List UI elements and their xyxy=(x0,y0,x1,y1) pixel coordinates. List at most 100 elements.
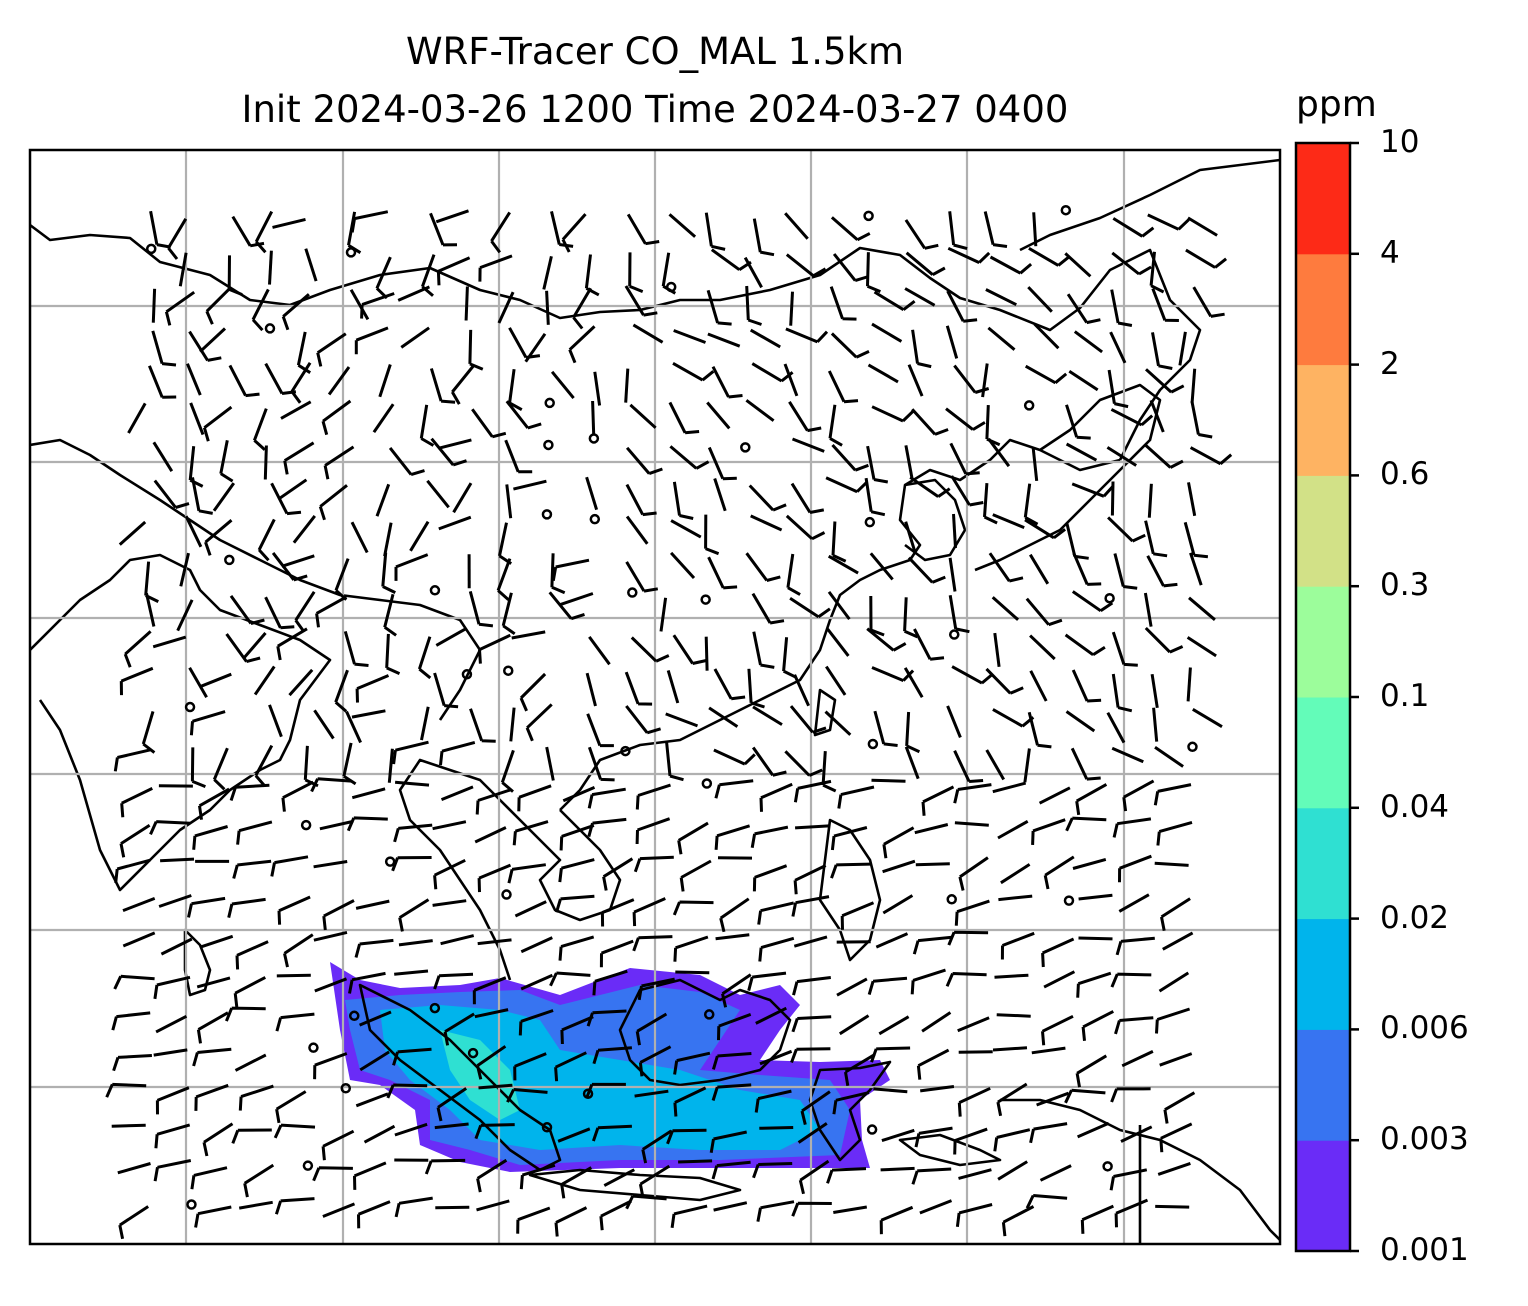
wind-barb xyxy=(472,976,507,1005)
wind-barb xyxy=(490,211,511,254)
wind-barb xyxy=(947,930,989,946)
wind-barb xyxy=(1024,364,1068,385)
wind-barb xyxy=(784,750,823,777)
wind-barb xyxy=(752,1162,793,1179)
wind-barb xyxy=(550,553,566,595)
wind-barb xyxy=(588,636,611,666)
wind-barb xyxy=(672,634,707,665)
wind-barb xyxy=(118,1205,150,1240)
wind-barb xyxy=(387,748,394,783)
wind-barb xyxy=(628,252,644,293)
wind-barb xyxy=(327,366,351,396)
wind-barb xyxy=(921,1011,952,1033)
wind-barb xyxy=(912,935,953,955)
wind-barb xyxy=(383,522,393,557)
wind-barb xyxy=(385,633,401,675)
wind-barb xyxy=(268,250,273,285)
wind-barb xyxy=(359,1050,390,1072)
colorbar-segment xyxy=(1296,586,1350,698)
wind-barb xyxy=(759,1049,793,1066)
wind-barb xyxy=(903,597,919,639)
wind-barb xyxy=(914,1126,953,1148)
wind-barb xyxy=(263,445,268,480)
wind-barb xyxy=(1076,1121,1110,1139)
wind-barb xyxy=(1080,1204,1115,1234)
wind-barb xyxy=(882,859,916,874)
wind-barb xyxy=(520,936,553,954)
wind-barb xyxy=(707,556,738,590)
wind-barb xyxy=(743,256,763,289)
wind-barb xyxy=(1144,626,1184,654)
calm-wind-marker xyxy=(1063,895,1075,906)
wind-barb xyxy=(948,557,957,592)
calm-wind-marker xyxy=(544,397,555,409)
wind-barb xyxy=(313,709,335,740)
wind-barb xyxy=(417,636,432,680)
colorbar-segment xyxy=(1296,807,1350,920)
wind-barb xyxy=(1001,1205,1035,1237)
wind-barb xyxy=(1071,669,1102,703)
calm-wind-marker xyxy=(503,665,514,676)
wind-barb xyxy=(342,742,357,786)
colorbar-tick-label: 0.3 xyxy=(1380,567,1430,604)
wind-barb xyxy=(673,329,707,344)
wind-barb xyxy=(1036,1091,1070,1107)
wind-barb xyxy=(711,1052,752,1070)
wind-barb xyxy=(759,1126,794,1130)
wind-barb xyxy=(194,1205,232,1228)
calm-wind-marker xyxy=(541,1122,553,1133)
wind-barb xyxy=(1023,748,1031,783)
wind-barb xyxy=(907,556,946,584)
wind-barb xyxy=(202,1122,234,1157)
wind-barb xyxy=(438,438,472,450)
wind-barb xyxy=(1072,857,1107,870)
wind-barb xyxy=(426,479,450,509)
wind-barb xyxy=(549,971,591,987)
wind-barb xyxy=(524,332,547,363)
wind-barb xyxy=(625,483,657,517)
wind-barb xyxy=(1111,631,1138,667)
wind-barb xyxy=(1000,863,1031,885)
wind-barb xyxy=(586,713,614,748)
wind-barb xyxy=(673,1086,707,1117)
wind-barb xyxy=(383,593,397,637)
calm-wind-marker xyxy=(1023,400,1035,411)
calm-wind-marker xyxy=(620,745,631,757)
wind-barb xyxy=(343,630,369,667)
wind-barb xyxy=(435,209,469,224)
wind-barb xyxy=(378,364,392,398)
wind-barb xyxy=(864,477,886,517)
wind-barb xyxy=(871,405,915,423)
wind-barb xyxy=(714,824,751,850)
wind-barb xyxy=(945,407,986,431)
wind-barb xyxy=(1064,633,1106,657)
wind-barb xyxy=(909,476,951,498)
wind-barb xyxy=(561,213,587,253)
wind-barb xyxy=(525,703,553,742)
wind-barb xyxy=(313,930,348,942)
wind-barb xyxy=(314,977,348,993)
calm-wind-marker xyxy=(184,701,196,713)
wind-barb xyxy=(1151,332,1173,370)
wind-barb xyxy=(476,1045,507,1080)
wind-barb xyxy=(1109,1168,1148,1191)
wind-barb xyxy=(788,401,822,433)
wind-barb xyxy=(953,1127,988,1155)
wind-barb xyxy=(436,1087,468,1122)
calm-wind-marker xyxy=(740,442,751,453)
wind-barb xyxy=(625,705,662,735)
wind-barb xyxy=(988,552,1024,583)
wind-barb xyxy=(257,518,276,562)
wind-barb xyxy=(989,255,1033,275)
wind-barb xyxy=(904,219,939,250)
wind-barb xyxy=(186,363,202,396)
calm-wind-marker xyxy=(300,819,312,831)
wind-barb xyxy=(985,288,1017,307)
wind-barb xyxy=(212,747,229,791)
wind-barb xyxy=(870,1046,911,1063)
wind-barb xyxy=(593,371,602,406)
wind-barb xyxy=(505,484,513,519)
wind-barb xyxy=(253,665,276,696)
wind-barb xyxy=(1143,592,1153,627)
wind-barb xyxy=(670,519,702,539)
